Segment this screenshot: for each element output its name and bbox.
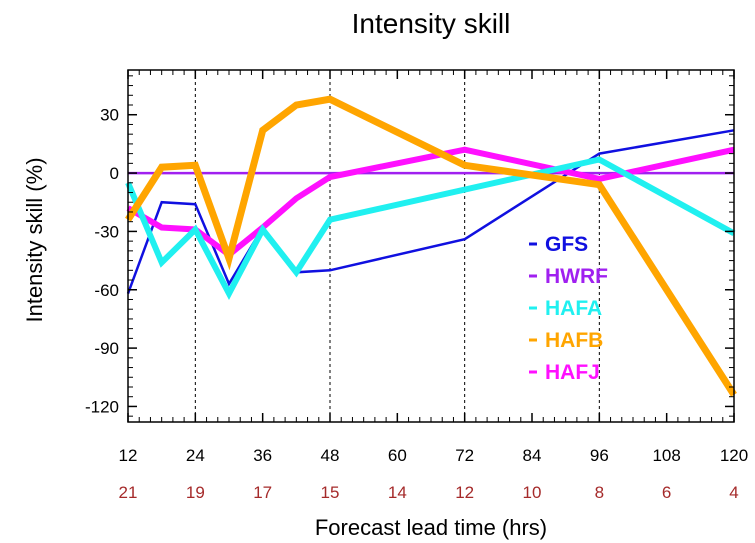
case-count-label: 10 <box>523 483 542 502</box>
series-line-hafj <box>126 146 735 259</box>
axis-ticks: 300-30-60-90-120122124193617481560147212… <box>85 70 748 502</box>
series-line-hafa <box>125 156 736 301</box>
gridlines <box>194 70 600 422</box>
case-count-label: 12 <box>455 483 474 502</box>
case-count-label: 4 <box>729 483 738 502</box>
x-tick-label: 108 <box>652 446 680 465</box>
legend: GFS HWRF HAFA HAFB HAFJ <box>529 233 608 384</box>
case-count-label: 17 <box>253 483 272 502</box>
x-tick-label: 36 <box>253 446 272 465</box>
x-axis-label: Forecast lead time (hrs) <box>315 515 547 540</box>
x-tick-label: 24 <box>186 446 205 465</box>
case-count-label: 15 <box>321 483 340 502</box>
y-tick-label: -120 <box>85 397 119 416</box>
x-tick-label: 60 <box>388 446 407 465</box>
x-tick-label: 72 <box>455 446 474 465</box>
y-tick-label: -90 <box>94 339 119 358</box>
legend-label: HAFA <box>545 297 602 320</box>
case-count-label: 8 <box>595 483 604 502</box>
y-axis-label: Intensity skill (%) <box>22 157 47 322</box>
y-tick-label: -30 <box>94 222 119 241</box>
x-tick-label: 84 <box>523 446 542 465</box>
legend-label: GFS <box>545 233 588 256</box>
case-count-label: 21 <box>119 483 138 502</box>
x-tick-label: 48 <box>321 446 340 465</box>
series-lines <box>125 95 737 397</box>
y-tick-label: 0 <box>110 164 119 183</box>
case-count-label: 14 <box>388 483 407 502</box>
series-line-hafb <box>125 95 737 397</box>
x-tick-label: 96 <box>590 446 609 465</box>
y-tick-label: -60 <box>94 281 119 300</box>
case-count-label: 19 <box>186 483 205 502</box>
legend-label: HWRF <box>545 265 608 288</box>
x-tick-label: 12 <box>119 446 138 465</box>
x-tick-label: 120 <box>720 446 748 465</box>
legend-label: HAFJ <box>545 361 600 384</box>
y-tick-label: 30 <box>100 106 119 125</box>
chart-title: Intensity skill <box>352 8 511 39</box>
legend-label: HAFB <box>545 329 603 352</box>
case-count-label: 6 <box>662 483 671 502</box>
